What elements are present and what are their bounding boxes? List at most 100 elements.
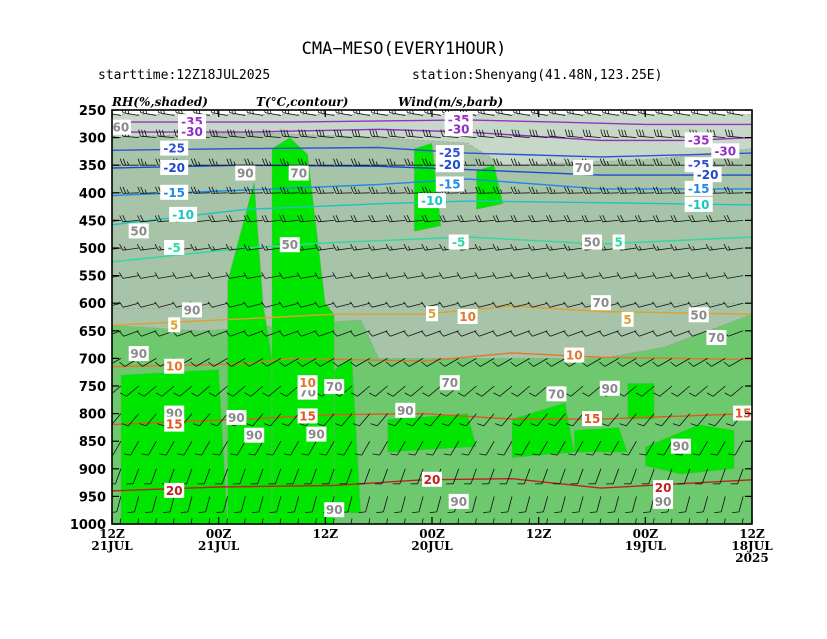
wind-barb (616, 358, 637, 367)
rh-label-bg (324, 379, 345, 395)
wind-barb (112, 358, 122, 364)
wind-barb (456, 301, 477, 308)
wind-barb-staff (203, 468, 211, 484)
wind-barb-flag (351, 392, 358, 397)
wind-barb-flag (654, 423, 662, 427)
rh-region-90 (120, 369, 228, 524)
wind-barb-flag (554, 511, 562, 513)
wind-barb (528, 358, 548, 367)
wind-barb-flag (602, 186, 607, 194)
rh-label-text: 90 (184, 303, 201, 317)
wind-barb (225, 272, 246, 279)
wind-barb-staff (301, 330, 317, 337)
temperature-label-bg (564, 347, 585, 363)
wind-barb-staff (550, 330, 566, 337)
wind-barb (261, 243, 281, 251)
wind-barb-staff (371, 275, 388, 279)
wind-barb-staff (145, 413, 157, 427)
wind-barb-flag (567, 129, 571, 137)
wind-barb-flag (571, 189, 574, 194)
wind-barb-flag (228, 110, 230, 113)
wind-barb-flag (332, 330, 338, 337)
wind-barb-flag (403, 301, 409, 308)
wind-barb-flag (705, 243, 710, 251)
wind-barb-staff (391, 358, 406, 367)
wind-barb-staff (693, 358, 708, 367)
temperature-label-bg (684, 180, 713, 196)
wind-barb-staff (213, 358, 228, 367)
wind-barb (512, 413, 531, 427)
wind-barb (599, 215, 619, 223)
wind-barb-flag (421, 186, 426, 194)
wind-barb-staff (695, 385, 708, 397)
wind-barb-flag (656, 246, 660, 250)
wind-barb-flag (300, 186, 304, 194)
wind-barb-flag (443, 453, 451, 456)
wind-barb-staff (350, 518, 353, 524)
wind-barb (599, 358, 619, 367)
wind-barb-flag (563, 215, 568, 222)
wind-barb (545, 330, 566, 337)
wind-barb-staff (531, 275, 548, 279)
wind-barb (250, 468, 264, 485)
wind-barb (350, 215, 370, 223)
wind-barb (385, 358, 406, 367)
wind-barb-flag (173, 129, 177, 137)
wind-barb-flag (190, 361, 197, 367)
wind-barb-flag (439, 361, 446, 367)
wind-barb (403, 301, 424, 308)
wind-barb-flag (297, 186, 301, 194)
wind-barb (652, 243, 673, 251)
wind-barb-flag (474, 215, 479, 222)
wind-barb-flag (616, 361, 623, 367)
wind-barb-flag (208, 158, 212, 166)
wind-barb-flag (510, 272, 515, 279)
wind-barb (352, 413, 371, 427)
wind-barb (351, 129, 370, 138)
wind-barb-staff (297, 518, 300, 524)
wind-barb (670, 518, 673, 524)
wind-barb-staff (275, 468, 282, 484)
wind-barb-staff (532, 330, 548, 337)
wind-barb-staff (250, 385, 264, 397)
wind-barb-flag (601, 110, 604, 113)
wind-barb-flag (110, 162, 111, 166)
wind-barb-flag (280, 392, 287, 397)
rh-label: 50 (688, 307, 709, 323)
wind-barb-flag (122, 215, 127, 222)
wind-barb-flag (564, 186, 568, 194)
wind-barb-flag (421, 215, 426, 222)
wind-barb (724, 385, 744, 397)
wind-barb (118, 272, 139, 279)
wind-barb-flag (386, 215, 390, 222)
wind-barb-flag (692, 453, 700, 456)
wind-barb-flag (278, 330, 284, 337)
rh-label-text: 90 (228, 411, 245, 425)
rh-label: 70 (288, 165, 309, 181)
wind-barb-flag (422, 158, 426, 166)
y-tick-label: 250 (79, 104, 106, 119)
wind-barb-staff (703, 496, 708, 513)
wind-barb-flag (639, 129, 642, 137)
rh-label: 60 (112, 119, 131, 135)
rh-label: 90 (244, 427, 265, 443)
wind-barb (422, 129, 441, 138)
wind-barb (298, 129, 317, 138)
wind-barb-flag (190, 186, 195, 194)
wind-barb (634, 272, 655, 279)
wind-barb-flag (144, 129, 147, 137)
wind-barb (119, 243, 139, 251)
rh-label-bg (590, 295, 611, 311)
wind-barb-flag (228, 215, 233, 222)
wind-barb-flag (512, 423, 520, 427)
wind-barb-flag (157, 215, 162, 222)
wind-barb (439, 518, 442, 524)
wind-barb (563, 330, 584, 337)
wind-barb-staff (578, 496, 584, 513)
temperature-label-bg (612, 234, 625, 250)
wind-barb (671, 385, 691, 397)
wind-barb (670, 272, 690, 279)
rh-label-text: 70 (441, 376, 458, 390)
wind-barb (535, 468, 548, 485)
wind-barb-flag (716, 534, 723, 535)
